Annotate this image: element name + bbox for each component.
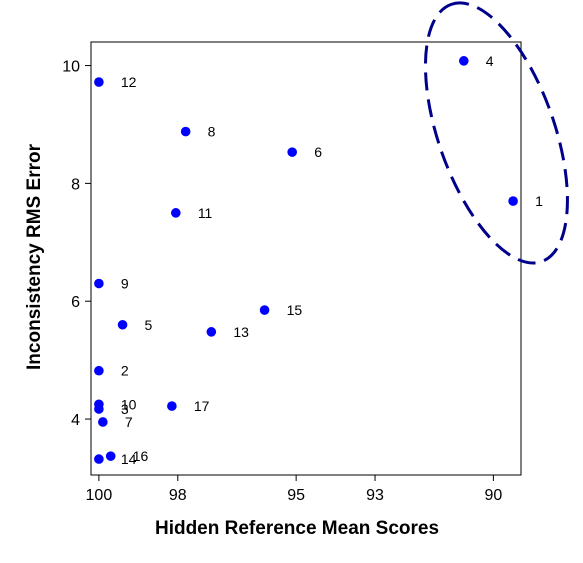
y-axis-title: Inconsistency RMS Error — [24, 143, 45, 370]
point-label: 1 — [535, 193, 543, 209]
data-point — [94, 278, 104, 289]
point-label: 3 — [121, 401, 129, 417]
data-point — [94, 399, 104, 410]
data-point — [117, 319, 128, 330]
point-label: 9 — [121, 276, 129, 292]
data-point — [94, 454, 104, 464]
point-label: 4 — [486, 53, 494, 69]
point-label: 7 — [125, 414, 133, 430]
point-label: 13 — [233, 324, 249, 340]
data-point — [287, 147, 297, 157]
data-point — [94, 365, 104, 376]
point-label: 14 — [121, 451, 137, 467]
x-tick-label: 95 — [287, 487, 305, 504]
plot-area-frame — [90, 41, 522, 476]
data-point — [98, 417, 108, 427]
y-tick-label: 10 — [62, 59, 80, 76]
x-axis-title: Hidden Reference Mean Scores — [155, 518, 439, 539]
point-label: 11 — [198, 205, 213, 221]
point-label: 6 — [314, 144, 322, 160]
data-point — [167, 401, 177, 411]
data-point — [94, 77, 104, 87]
data-point — [259, 305, 270, 315]
point-label: 16 — [133, 448, 149, 464]
highlight-ellipse — [423, 1, 569, 265]
y-tick-label: 6 — [71, 294, 80, 311]
x-tick-label: 98 — [169, 487, 187, 504]
data-point — [508, 196, 518, 206]
data-point — [206, 327, 217, 337]
data-point — [105, 451, 116, 461]
y-tick-label: 4 — [71, 412, 80, 429]
y-tick-label: 8 — [71, 176, 80, 193]
point-label: 15 — [287, 302, 303, 318]
x-tick-label: 93 — [366, 487, 384, 504]
point-label: 17 — [194, 398, 210, 414]
x-tick-label: 100 — [86, 487, 113, 504]
point-label: 12 — [121, 74, 137, 90]
data-point — [458, 56, 469, 66]
x-tick-label: 90 — [484, 487, 502, 504]
point-label: 10 — [121, 396, 137, 412]
point-label: 2 — [121, 363, 129, 379]
data-point — [180, 126, 191, 137]
point-label: 5 — [145, 317, 153, 333]
data-point — [171, 208, 181, 218]
point-label: 8 — [208, 124, 216, 140]
